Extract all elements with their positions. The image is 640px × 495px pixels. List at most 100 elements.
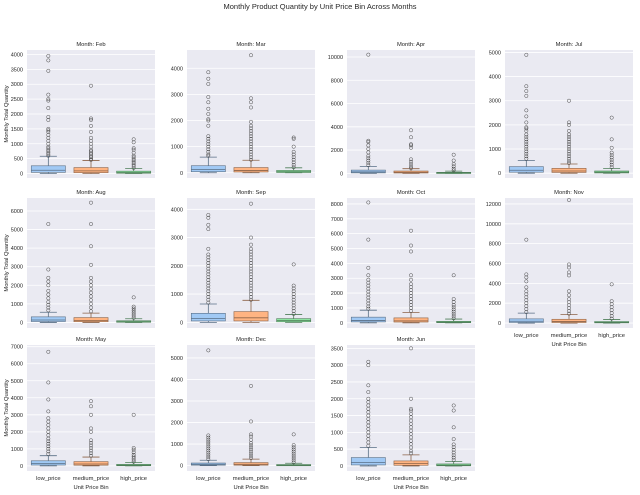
outlier-point [524, 126, 529, 131]
outlier-point [46, 300, 51, 304]
outlier-point [206, 263, 211, 268]
outlier-point [249, 136, 253, 141]
box-low_price [30, 54, 66, 174]
box-medium_price [233, 53, 269, 174]
x-tick-label: low_price [196, 476, 221, 482]
outlier-point [291, 262, 296, 267]
outlier-point [409, 285, 413, 290]
outlier-point [249, 100, 253, 105]
outlier-point [451, 305, 456, 310]
outlier-point [206, 442, 211, 447]
box-iqr [551, 168, 587, 173]
x-tick-label: high_price [598, 333, 625, 339]
outlier-point [206, 280, 211, 285]
outlier-point [524, 279, 529, 284]
outlier-point [524, 301, 529, 306]
outlier-point [206, 455, 211, 459]
y-tick-label: 3500 [331, 346, 343, 352]
outlier-point [291, 144, 296, 149]
outlier-point [89, 305, 93, 310]
outlier-point [609, 299, 614, 304]
y-tick-label: 500 [14, 157, 23, 163]
outlier-point [409, 288, 413, 293]
outlier-point [46, 409, 51, 414]
outlier-point [291, 303, 296, 308]
box-iqr [350, 457, 386, 466]
outlier-point [131, 153, 136, 158]
y-tick-label: 12000 [486, 202, 501, 208]
outlier-point [249, 246, 253, 251]
outlier-point [206, 439, 211, 444]
y-tick-label: 0 [498, 321, 501, 327]
box-high_price [436, 273, 472, 324]
outlier-point [89, 426, 93, 431]
panel-title: Month: Aug [76, 190, 105, 196]
outlier-point [451, 303, 456, 307]
outlier-point [206, 278, 211, 282]
panel-sep: 0 1000 2000 3000 4000 Month: Sep [171, 190, 315, 328]
outlier-point [291, 449, 296, 454]
outlier-point [46, 106, 51, 110]
outlier-point [89, 244, 93, 249]
outlier-point [567, 151, 571, 156]
outlier-point [206, 153, 211, 158]
outlier-point [206, 112, 211, 116]
outlier-point [366, 383, 371, 388]
outlier-point [291, 311, 296, 316]
y-tick-label: 4000 [11, 396, 23, 402]
outlier-point [609, 153, 614, 158]
outlier-point [291, 294, 296, 299]
outlier-point [206, 292, 211, 297]
y-tick-label: 500 [334, 447, 343, 453]
outlier-point [249, 152, 253, 157]
box-high_price [116, 295, 152, 323]
outlier-point [451, 425, 456, 430]
outlier-point [89, 279, 93, 284]
outlier-point [524, 285, 529, 290]
outlier-point [249, 451, 253, 456]
outlier-point [567, 262, 571, 267]
outlier-point [89, 152, 93, 157]
box-medium_price [233, 201, 269, 323]
y-tick-label: 0 [498, 171, 501, 177]
outlier-point [524, 93, 529, 98]
outlier-point [249, 261, 253, 265]
outlier-point [89, 440, 93, 445]
outlier-point [249, 134, 253, 139]
plot-background [347, 50, 475, 178]
y-tick-label: 1000 [331, 306, 343, 312]
panel-oct: 0 1000 2000 3000 4000 5000 6000 7000 8000 Month: … [331, 190, 475, 328]
outlier-point [89, 155, 93, 160]
outlier-point [46, 92, 51, 97]
y-tick-label: 4000 [489, 281, 501, 287]
outlier-point [131, 450, 136, 455]
outlier-point [609, 115, 614, 120]
outlier-point [409, 406, 413, 411]
outlier-point [249, 456, 253, 461]
box-iqr [30, 316, 66, 322]
outlier-point [249, 139, 253, 144]
panel-title: Month: Oct [397, 190, 426, 196]
outlier-point [249, 419, 253, 424]
outlier-point [249, 96, 253, 101]
y-tick-label: 2000 [331, 397, 343, 403]
x-tick-label: low_price [36, 476, 61, 482]
outlier-point [451, 403, 456, 408]
outlier-point [249, 449, 253, 454]
outlier-point [409, 142, 413, 147]
box-low_price [190, 348, 226, 467]
outlier-point [409, 408, 413, 413]
box-iqr [551, 318, 587, 323]
outlier-point [46, 97, 51, 102]
outlier-point [46, 444, 51, 449]
y-tick-label: 0 [340, 171, 343, 177]
outlier-point [291, 292, 296, 297]
outlier-point [524, 310, 529, 315]
outlier-point [567, 144, 571, 149]
outlier-point [451, 437, 456, 442]
outlier-point [206, 289, 211, 294]
outlier-point [409, 249, 413, 254]
panel-title: Month: Feb [76, 42, 105, 48]
outlier-point [291, 445, 296, 450]
y-tick-label: 4000 [171, 66, 183, 72]
